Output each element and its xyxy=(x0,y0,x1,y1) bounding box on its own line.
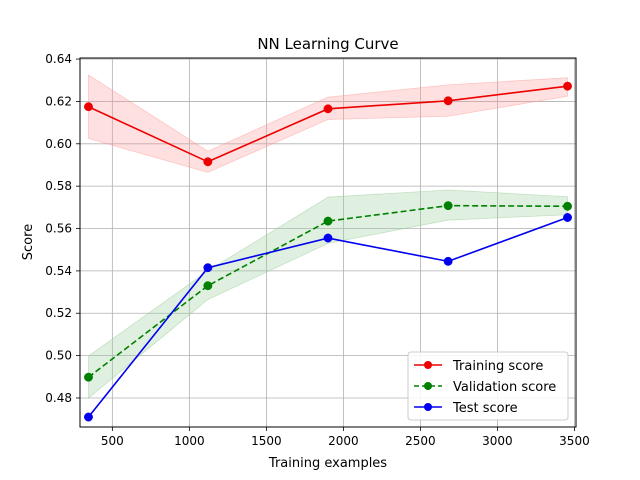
plot-frame xyxy=(79,57,577,428)
data-point xyxy=(443,96,453,106)
data-point xyxy=(443,201,453,211)
data-point xyxy=(323,233,333,243)
x-tick-label: 3000 xyxy=(482,434,513,448)
series-markers xyxy=(84,81,572,422)
data-point xyxy=(563,201,572,211)
y-tick-label: 0.62 xyxy=(45,94,72,108)
legend-label: Training score xyxy=(452,359,543,374)
y-tick-label: 0.58 xyxy=(45,179,72,193)
legend: Training score Validation score Test score xyxy=(407,351,569,421)
data-point xyxy=(203,263,213,273)
y-axis-ticks: 0.48 0.50 0.52 0.54 0.56 0.58 0.60 0.62 0.64 xyxy=(45,52,80,405)
x-tick-label: 2500 xyxy=(405,434,436,448)
data-point xyxy=(443,256,453,266)
legend-label: Validation score xyxy=(453,380,556,395)
data-point xyxy=(203,281,213,291)
legend-swatch-marker xyxy=(424,382,432,390)
chart-title: NN Learning Curve xyxy=(257,35,398,53)
data-point xyxy=(563,213,572,222)
y-tick-label: 0.54 xyxy=(45,264,72,278)
x-tick-label: 3500 xyxy=(559,434,590,448)
x-tick-label: 1500 xyxy=(251,434,282,448)
y-axis-label: Score xyxy=(21,224,36,260)
legend-box xyxy=(407,351,569,421)
y-tick-label: 0.52 xyxy=(45,306,72,320)
y-tick-label: 0.64 xyxy=(45,52,72,66)
legend-swatch-marker xyxy=(424,403,432,411)
data-point xyxy=(84,102,93,112)
grid xyxy=(80,58,576,427)
y-tick-label: 0.56 xyxy=(45,222,72,236)
x-axis-label: Training examples xyxy=(268,456,387,471)
data-point xyxy=(84,372,93,382)
data-point xyxy=(84,412,93,422)
y-tick-label: 0.50 xyxy=(45,349,72,363)
x-tick-label: 500 xyxy=(101,434,124,448)
x-tick-label: 2000 xyxy=(328,434,359,448)
x-axis-ticks: 500 1000 1500 2000 2500 3000 3500 xyxy=(101,427,590,448)
data-point xyxy=(203,157,213,167)
data-point xyxy=(323,104,333,114)
x-tick-label: 1000 xyxy=(174,434,205,448)
y-tick-label: 0.60 xyxy=(45,137,72,151)
data-point xyxy=(323,216,333,226)
data-point xyxy=(563,81,572,91)
legend-swatch-marker xyxy=(424,361,432,369)
legend-label: Test score xyxy=(452,401,518,416)
y-tick-label: 0.48 xyxy=(45,391,72,405)
